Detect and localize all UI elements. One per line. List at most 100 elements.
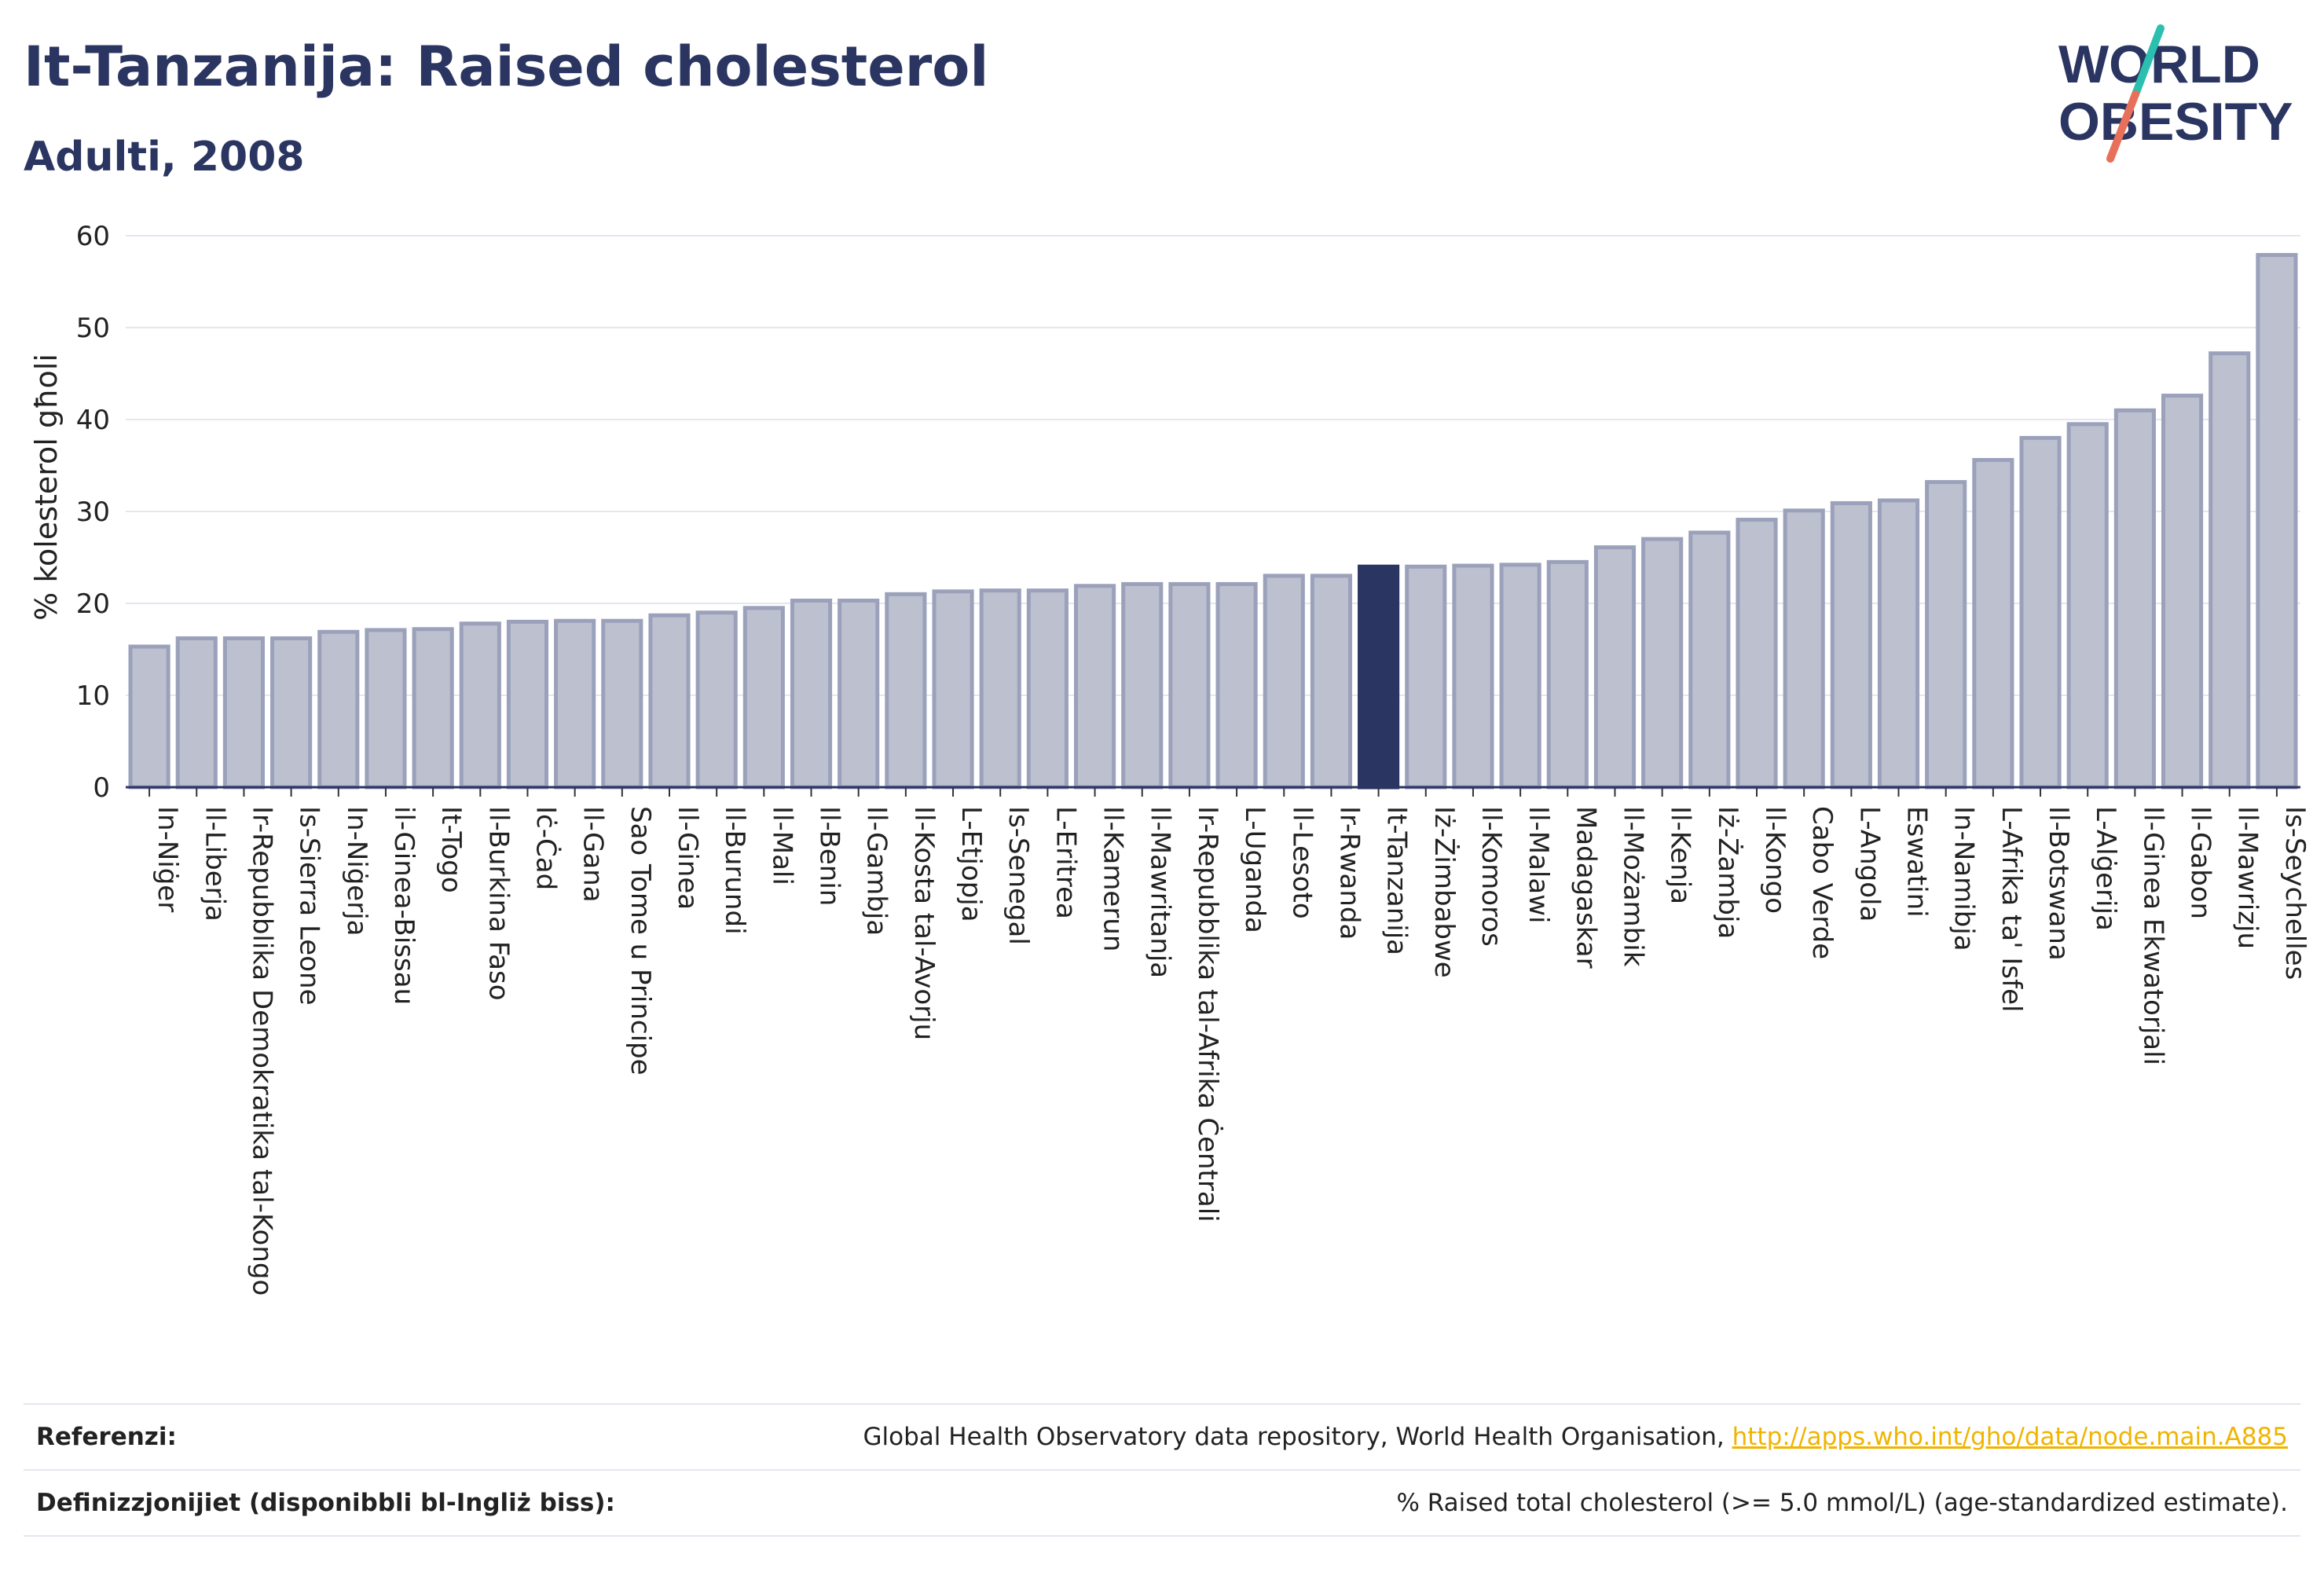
x-tick-label: L-Eritrea <box>1050 806 1081 919</box>
bar <box>1121 581 1164 790</box>
logo-text-obesity: OBESITY <box>2058 92 2293 152</box>
x-tick-label: L-Uganda <box>1239 806 1270 933</box>
bar <box>554 618 596 790</box>
x-tick-label: Il-Kosta tal-Avorju <box>908 806 940 1040</box>
bar <box>1877 498 1920 790</box>
bar <box>270 636 313 790</box>
x-tick-label: Eswatini <box>1901 806 1933 918</box>
bar <box>1830 500 1872 790</box>
x-tick-label: Il-Gabon <box>2185 806 2216 919</box>
x-tick-label: Ir-Rwanda <box>1333 806 1365 940</box>
bar <box>2066 422 2109 790</box>
bar <box>412 627 454 790</box>
x-tick-label: Is-Seychelles <box>2279 806 2311 980</box>
bar <box>2019 435 2062 790</box>
bar <box>695 610 738 790</box>
bar <box>648 613 691 790</box>
bar <box>601 618 643 790</box>
bar <box>1593 545 1637 790</box>
x-tick-label: Il-Liberja <box>199 806 230 922</box>
y-axis-label: % kolesterol għoli <box>29 354 64 621</box>
x-tick-label: Il-Możambik <box>1617 806 1648 967</box>
x-tick-label: Cabo Verde <box>1806 806 1838 959</box>
logo-text-world: WORLD <box>2058 35 2260 94</box>
bar <box>2256 253 2298 790</box>
x-tick-label: Il-Burkina Faso <box>482 806 514 1001</box>
x-tick-label: Il-Burundi <box>719 806 750 935</box>
x-tick-label: Iż-Żambja <box>1712 806 1743 939</box>
x-tick-label: Il-Gambja <box>861 806 893 936</box>
y-tick-label: 40 <box>76 405 110 436</box>
x-tick-label: L-Afrika ta' Isfel <box>1996 806 2027 1012</box>
bar <box>365 628 407 790</box>
bar <box>1405 564 1447 790</box>
bar <box>790 598 833 790</box>
x-tick-label: il-Ginea-Bissau <box>388 806 420 1005</box>
bar <box>1736 518 1778 790</box>
bar <box>1263 574 1305 790</box>
bar <box>128 644 170 790</box>
references-link[interactable]: http://apps.who.int/gho/data/node.main.A… <box>1732 1423 2288 1451</box>
x-tick-label: L-Etjopja <box>955 806 987 922</box>
logo-slash-teal <box>2132 24 2165 98</box>
bar <box>1783 508 1825 790</box>
bar <box>2113 408 2156 790</box>
bar <box>175 636 218 790</box>
x-tick-label: Il-Malawi <box>1523 806 1554 923</box>
x-tick-label: Madagaskar <box>1570 806 1601 969</box>
x-tick-label: Il-Mawritanja <box>1145 806 1176 978</box>
bar <box>979 588 1021 790</box>
references-text: Global Health Observatory data repositor… <box>863 1423 1725 1451</box>
bar <box>1925 480 1967 790</box>
definitions-text: % Raised total cholesterol (>= 5.0 mmol/… <box>1396 1489 2288 1517</box>
chart-title: It-Tanzanija: Raised cholesterol <box>24 35 989 99</box>
x-tick-label: Il-Ginea Ekwatorjali <box>2137 806 2168 1065</box>
bar <box>317 629 360 790</box>
bar <box>1641 537 1684 790</box>
bar <box>742 606 785 790</box>
x-tick-label: Il-Mali <box>766 806 797 885</box>
x-tick-label: In-Namibja <box>1948 806 1980 951</box>
y-tick-label: 60 <box>76 221 110 252</box>
bar <box>1688 530 1731 790</box>
bar <box>1358 564 1400 790</box>
world-obesity-logo: WORLD OBESITY <box>2058 24 2293 163</box>
bar <box>1073 584 1116 790</box>
x-tick-label: Is-Senegal <box>1003 806 1034 945</box>
references-row: Referenzi: Global Health Observatory dat… <box>24 1403 2300 1469</box>
x-tick-label: Iż-Żimbabwe <box>1428 806 1460 978</box>
y-tick-label: 0 <box>93 772 110 804</box>
bar <box>1972 457 2014 790</box>
bar <box>459 621 501 790</box>
bar <box>1215 581 1258 790</box>
x-tick-label: Iċ-Ċad <box>530 806 562 890</box>
bar <box>2161 394 2204 790</box>
definitions-label: Definizzjonijiet (disponibbli bl-Ingliż … <box>36 1489 615 1517</box>
x-tick-label: Il-Mawrizju <box>2232 806 2264 949</box>
x-tick-label: Il-Kamerun <box>1098 806 1129 951</box>
x-tick-label: Il-Kongo <box>1759 806 1791 914</box>
bar <box>1168 581 1211 790</box>
y-tick-label: 10 <box>76 680 110 712</box>
x-tick-label: Sao Tome u Principe <box>625 806 656 1076</box>
references-value: Global Health Observatory data repositor… <box>863 1423 2300 1451</box>
bar-chart: 0 10 20 30 40 50 60 In-Niġer Il-Liberja Ir-Repubb… <box>29 221 2311 1296</box>
x-tick-label: Il-Lesoto <box>1286 806 1318 919</box>
x-tick-label: Il-Benin <box>814 806 845 906</box>
x-tick-label: It-Togo <box>435 806 467 893</box>
bar <box>932 589 974 790</box>
logo-slash-coral <box>2106 90 2139 163</box>
bar <box>1499 563 1541 790</box>
y-tick-label: 50 <box>76 313 110 344</box>
bar <box>1452 563 1494 790</box>
x-tick-label: Il-Ginea <box>672 806 703 910</box>
x-tick-label: Il-Komoros <box>1475 806 1507 947</box>
x-tick-label: Is-Sierra Leone <box>294 806 325 1006</box>
y-tick-label: 30 <box>76 497 110 528</box>
bar <box>506 619 549 790</box>
bar <box>2209 351 2251 790</box>
x-tick-label: Il-Kenja <box>1665 806 1696 904</box>
x-tick-label: Il-Botswana <box>2043 806 2074 961</box>
axes: 0 10 20 30 40 50 60 In-Niġer Il-Liberja Ir-Repubb… <box>76 221 2311 1296</box>
definitions-row: Definizzjonijiet (disponibbli bl-Ingliż … <box>24 1469 2300 1537</box>
